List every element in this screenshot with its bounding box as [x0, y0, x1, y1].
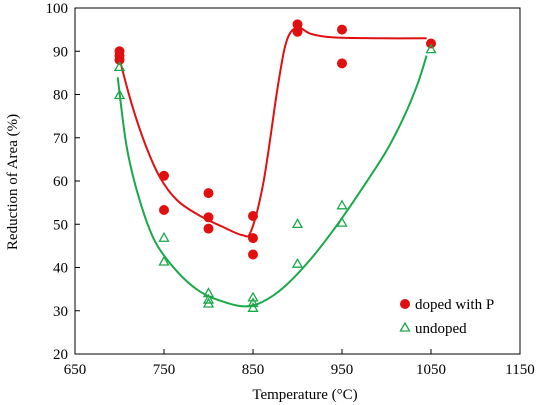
y-tick-label: 100	[46, 1, 69, 17]
data-point-undoped	[113, 61, 126, 72]
data-point-undoped	[247, 301, 259, 312]
trend-line-doped-with-p	[116, 26, 427, 238]
y-tick-label: 50	[53, 217, 68, 233]
y-tick-label: 40	[53, 261, 68, 277]
data-point-undoped	[291, 218, 304, 229]
data-point-doped-with-p	[203, 223, 214, 234]
y-tick-label: 90	[53, 44, 68, 60]
data-point-doped-with-p	[159, 170, 169, 181]
y-tick-label: 20	[53, 347, 68, 363]
legend-marker-undoped	[399, 321, 411, 332]
data-point-doped-with-p	[248, 233, 258, 244]
data-point-doped-with-p	[159, 205, 169, 215]
data-point-undoped	[336, 216, 348, 227]
data-point-undoped	[113, 89, 126, 100]
series-doped-with-p	[114, 19, 436, 260]
y-axis-ticks: 20 30 40 50 60 70 80 90 100	[46, 1, 80, 363]
trend-line-undoped	[116, 55, 428, 308]
y-tick-label: 30	[53, 304, 68, 320]
x-tick-label: 1050	[416, 362, 446, 378]
x-tick-label: 750	[153, 362, 176, 378]
data-point-undoped	[202, 297, 215, 308]
data-point-undoped	[202, 287, 215, 298]
x-tick-label: 850	[242, 362, 265, 378]
data-point-doped-with-p	[203, 212, 214, 223]
data-point-doped-with-p	[337, 58, 347, 69]
data-point-doped-with-p	[114, 54, 125, 65]
data-point-undoped	[247, 291, 259, 302]
data-point-doped-with-p	[292, 19, 303, 30]
series-undoped	[113, 43, 437, 312]
x-tick-label: 1150	[505, 362, 534, 378]
legend-label-undoped: undoped	[415, 321, 467, 337]
data-point-undoped	[202, 293, 215, 304]
data-point-undoped	[247, 297, 259, 308]
data-point-doped-with-p	[248, 249, 258, 260]
x-tick-label: 650	[64, 362, 87, 378]
data-point-doped-with-p	[337, 24, 347, 35]
data-point-doped-with-p	[292, 26, 303, 37]
y-tick-label: 70	[53, 131, 68, 147]
legend: doped with P undoped	[399, 297, 494, 337]
data-point-doped-with-p	[248, 211, 258, 221]
series-layer	[113, 19, 437, 312]
x-tick-label: 950	[331, 362, 354, 378]
x-axis-ticks: 650 750 850 950 1050 1150	[64, 349, 535, 378]
data-point-undoped	[291, 257, 304, 268]
y-axis-title: Reduction of Area (%)	[5, 114, 21, 250]
data-point-undoped	[158, 255, 170, 266]
legend-marker-doped-with-p	[400, 299, 410, 309]
data-point-undoped	[425, 43, 437, 54]
data-point-undoped	[158, 231, 170, 242]
data-point-undoped	[336, 199, 348, 210]
y-tick-label: 60	[53, 174, 68, 190]
legend-label-doped-with-p: doped with P	[415, 297, 494, 313]
y-tick-label: 80	[53, 88, 68, 104]
data-point-doped-with-p	[203, 188, 214, 199]
x-axis-title: Temperature (°C)	[252, 387, 357, 403]
